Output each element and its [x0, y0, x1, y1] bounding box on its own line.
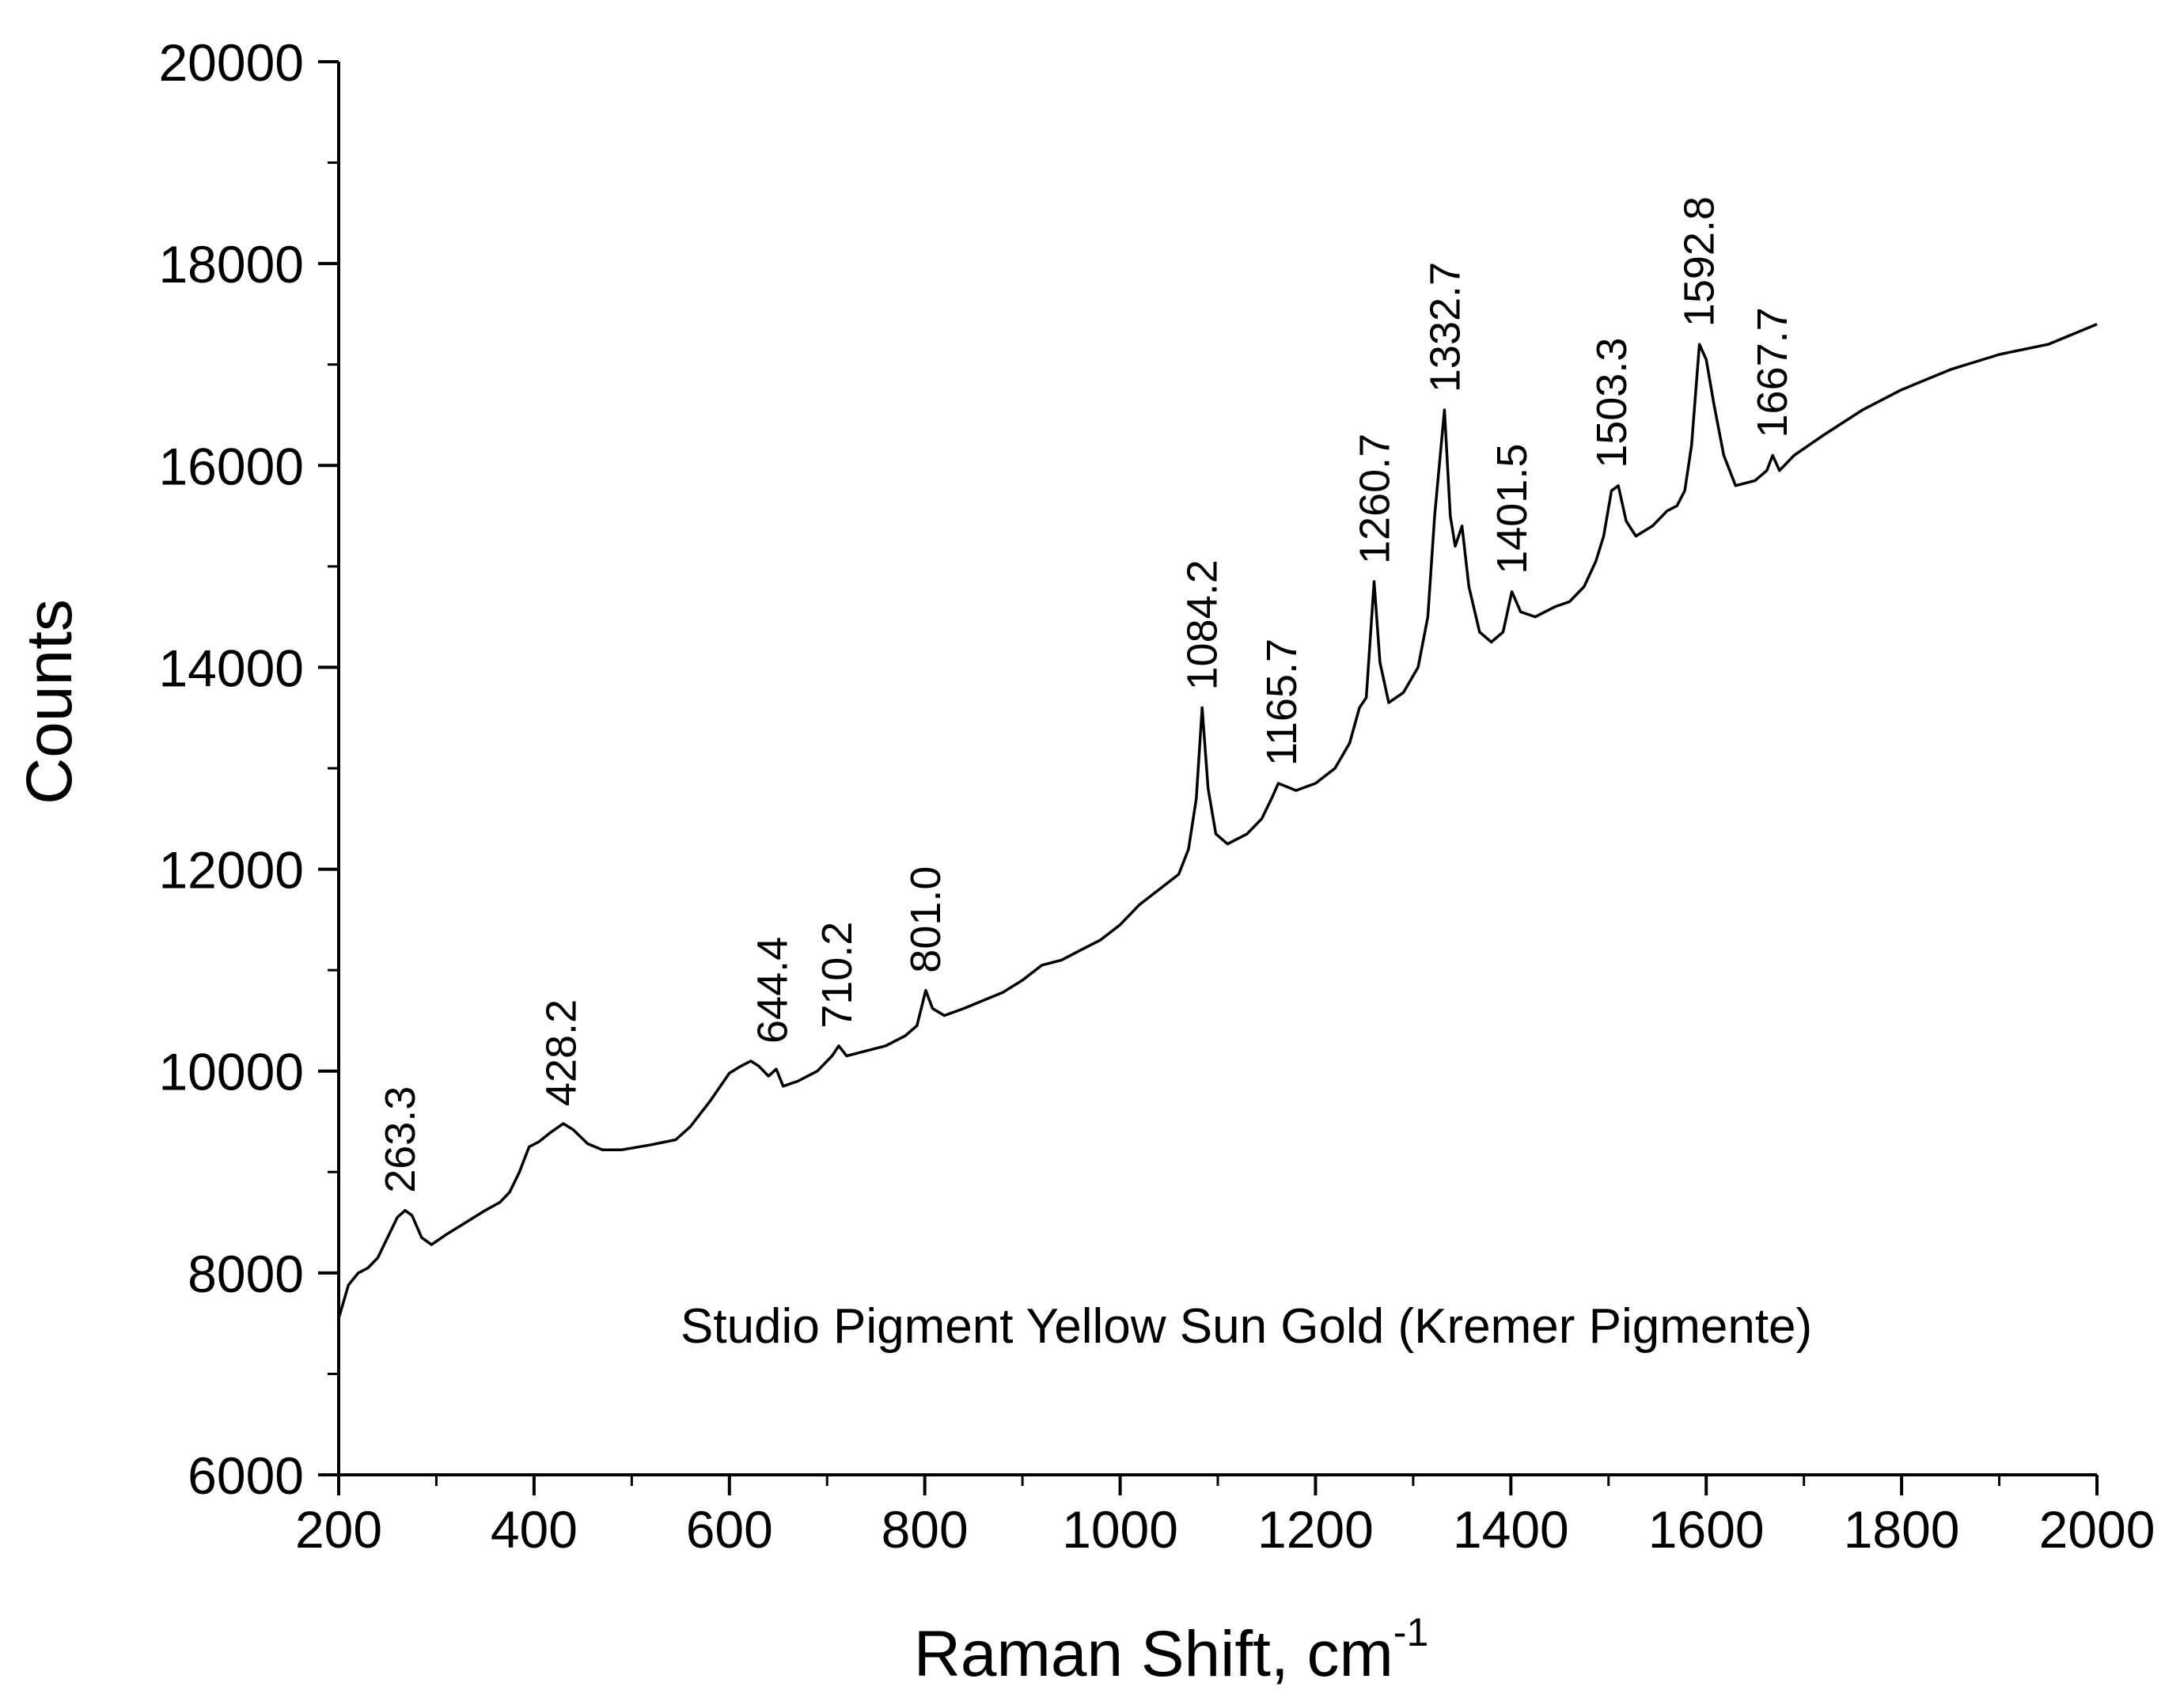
y-tick-label: 14000 — [158, 639, 304, 697]
x-axis-title-text: Raman Shift, cm — [914, 1618, 1393, 1690]
x-tick-label: 800 — [882, 1500, 969, 1559]
peak-label: 1084.2 — [1179, 559, 1227, 690]
peak-label: 1667.7 — [1749, 307, 1796, 438]
axes — [337, 62, 2097, 1476]
sample-annotation: Studio Pigment Yellow Sun Gold (Kremer P… — [681, 1299, 1812, 1354]
y-tick-label: 8000 — [188, 1245, 304, 1303]
peak-label: 710.2 — [813, 922, 861, 1029]
peak-label: 1260.7 — [1351, 434, 1398, 564]
peak-label: 428.2 — [538, 999, 586, 1106]
peak-label: 1401.5 — [1488, 444, 1536, 574]
x-axis-title-superscript: -1 — [1393, 1610, 1428, 1654]
x-axis-title: Raman Shift, cm-1 — [914, 1610, 1429, 1690]
x-tick-label: 1800 — [1844, 1500, 1960, 1559]
x-tick-label: 1000 — [1062, 1500, 1178, 1559]
y-tick-label: 16000 — [158, 437, 304, 495]
peak-label: 801.0 — [902, 866, 950, 973]
y-axis-title: Counts — [13, 599, 85, 805]
x-tick-label: 200 — [295, 1500, 382, 1559]
x-tick-label: 1600 — [1648, 1500, 1765, 1559]
peak-label: 263.3 — [377, 1086, 424, 1193]
ticks — [318, 60, 2099, 1495]
peak-label: 644.4 — [749, 937, 797, 1044]
x-tick-label: 400 — [491, 1500, 578, 1559]
peak-label: 1332.7 — [1421, 262, 1469, 392]
x-tick-label: 1200 — [1257, 1500, 1374, 1559]
peak-label: 1503.3 — [1588, 338, 1636, 468]
peak-label: 1592.8 — [1675, 196, 1723, 327]
x-tick-label: 2000 — [2039, 1500, 2156, 1559]
x-tick-label: 1400 — [1453, 1500, 1569, 1559]
spectrum-line — [337, 323, 2098, 1319]
peak-label: 1165.7 — [1258, 639, 1306, 766]
y-tick-label: 10000 — [158, 1043, 304, 1101]
y-tick-label: 12000 — [158, 841, 304, 900]
y-tick-label: 6000 — [188, 1446, 304, 1505]
y-tick-label: 18000 — [158, 235, 304, 294]
peak-labels: 263.3 428.2 644.4 710.2 801.0 1084.2 1165.7 126… — [377, 196, 1796, 1193]
y-tick-label: 20000 — [158, 33, 304, 92]
x-tick-label: 600 — [686, 1500, 773, 1559]
tick-labels: 200 400 600 800 1000 1200 1400 1600 1800 2000 6000… — [158, 33, 2155, 1559]
